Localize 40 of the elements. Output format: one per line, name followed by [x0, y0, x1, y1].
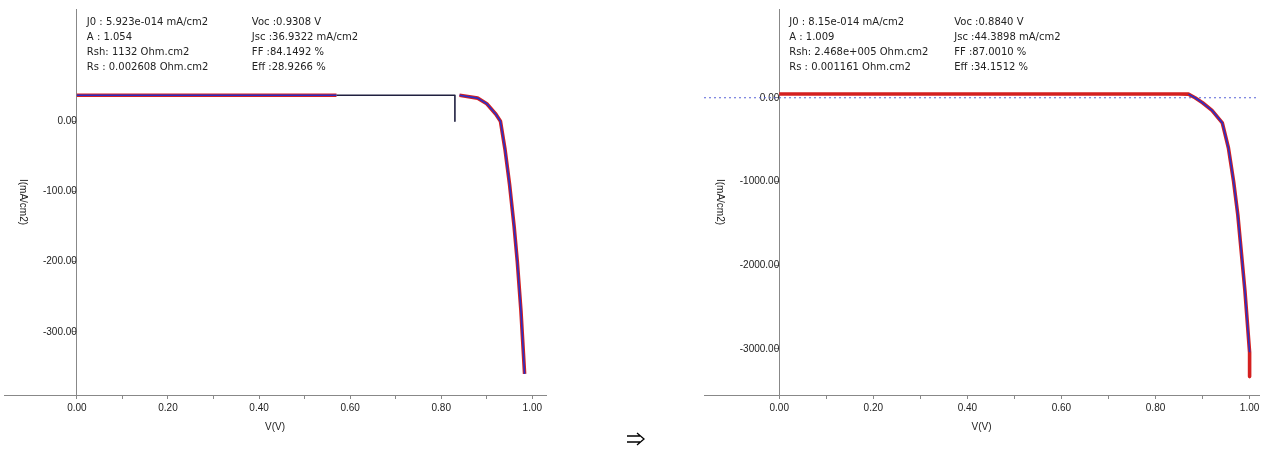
annotation: Rs : 0.001161 Ohm.cm2: [789, 60, 911, 72]
x-tick-label: 0.60: [340, 401, 361, 413]
y-tick-label: 0.00: [759, 91, 780, 103]
annotation: Eff :28.9266 %: [251, 60, 326, 72]
annotation: Jsc :36.9322 mA/cm2: [250, 30, 359, 42]
annotation: FF :87.0010 %: [954, 45, 1027, 57]
x-tick-label: 0.20: [158, 401, 179, 413]
annotation: Rs : 0.002608 Ohm.cm2: [86, 60, 209, 72]
y-tick-label: -3000.00: [739, 342, 780, 354]
y-axis-title: I(mA/cm2): [715, 178, 727, 226]
x-tick-label: 0.80: [1145, 401, 1166, 413]
annotation: Rsh: 2.468e+005 Ohm.cm2: [789, 45, 929, 57]
x-axis-title: V(V): [971, 420, 992, 432]
annotation: J0 : 5.923e-014 mA/cm2: [85, 15, 209, 27]
x-axis-title: V(V): [265, 420, 285, 432]
annotation: Eff :34.1512 %: [954, 60, 1029, 72]
annotation: Jsc :44.3898 mA/cm2: [953, 30, 1061, 42]
x-tick-label: 1.00: [522, 401, 543, 413]
x-tick-label: 0.40: [249, 401, 270, 413]
x-tick-label: 0.80: [431, 401, 452, 413]
y-axis-title: I(mA/cm2): [18, 178, 30, 226]
y-tick-label: -100.00: [42, 185, 78, 197]
x-tick-label: 0.20: [863, 401, 884, 413]
y-tick-label: -1000.00: [739, 175, 780, 187]
y-tick-label: -200.00: [42, 255, 78, 267]
y-tick-label: 0.00: [57, 115, 78, 127]
y-tick-label: -300.00: [42, 325, 78, 337]
x-tick-label: 0.40: [957, 401, 978, 413]
annotation: Rsh: 1132 Ohm.cm2: [86, 45, 190, 57]
annotation: A : 1.054: [86, 30, 133, 42]
x-tick-label: 0.60: [1051, 401, 1072, 413]
x-tick-label: 1.00: [1239, 401, 1260, 413]
annotation: A : 1.009: [789, 30, 835, 42]
x-tick-label: 0.00: [67, 401, 88, 413]
annotation: Voc :0.9308 V: [251, 15, 322, 27]
annotation: Voc :0.8840 V: [954, 15, 1024, 27]
annotation: FF :84.1492 %: [251, 45, 324, 57]
y-tick-label: -2000.00: [739, 258, 780, 270]
annotation: J0 : 8.15e-014 mA/cm2: [788, 15, 905, 27]
x-tick-label: 0.00: [769, 401, 790, 413]
